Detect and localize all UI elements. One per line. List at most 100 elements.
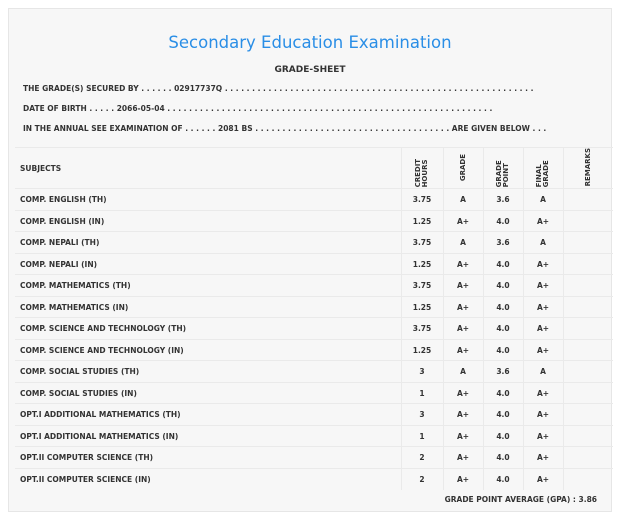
grade-point-cell: 4.0 — [482, 317, 523, 340]
table-row: COMP. NEPALI (TH) 3.75 A 3.6 A — [15, 231, 613, 254]
final-grade-cell: A+ — [522, 338, 563, 361]
grade-cell: A+ — [442, 403, 483, 426]
remarks-cell — [562, 403, 613, 426]
subject-cell: COMP. ENGLISH (TH) — [15, 188, 401, 211]
remarks-cell — [562, 295, 613, 318]
remarks-cell — [562, 424, 613, 447]
final-grade-cell: A — [522, 231, 563, 254]
dots: . . . . . . . . . . . . . . . . . . . . … — [224, 84, 534, 93]
credit-hours-cell: 3.75 — [400, 274, 443, 297]
dots: . . . . . . . . . . . . . . . . . . . . … — [255, 124, 547, 133]
header-remarks: REMARKS — [583, 148, 592, 187]
grade-point-cell: 3.6 — [482, 188, 523, 211]
remarks-cell — [562, 274, 613, 297]
grade-point-cell: 4.0 — [482, 274, 523, 297]
table-row: COMP. ENGLISH (IN) 1.25 A+ 4.0 A+ — [15, 209, 613, 232]
grade-cell: A — [442, 231, 483, 254]
credit-hours-cell: 1.25 — [400, 252, 443, 275]
subject-cell: OPT.II COMPUTER SCIENCE (IN) — [15, 467, 401, 490]
exam-line: IN THE ANNUAL SEE EXAMINATION OF . . . .… — [23, 124, 546, 133]
remarks-cell — [562, 446, 613, 469]
grade-cell: A+ — [442, 295, 483, 318]
credit-hours-cell: 1.25 — [400, 209, 443, 232]
table-row: COMP. SCIENCE AND TECHNOLOGY (TH) 3.75 A+ 4… — [15, 317, 613, 340]
grade-point-cell: 4.0 — [482, 338, 523, 361]
header-subjects: SUBJECTS — [15, 146, 401, 189]
subject-cell: OPT.II COMPUTER SCIENCE (TH) — [15, 446, 401, 469]
table-row: OPT.II COMPUTER SCIENCE (IN) 2 A+ 4.0 A+ — [15, 467, 613, 490]
subject-cell: COMP. MATHEMATICS (IN) — [15, 295, 401, 318]
credit-hours-cell: 2 — [400, 467, 443, 490]
header-grade: GRADE — [458, 153, 467, 181]
table-row: COMP. SOCIAL STUDIES (TH) 3 A 3.6 A — [15, 360, 613, 383]
credit-hours-cell: 3.75 — [400, 317, 443, 340]
final-grade-cell: A — [522, 188, 563, 211]
credit-hours-cell: 3.75 — [400, 188, 443, 211]
grade-point-cell: 4.0 — [482, 381, 523, 404]
grade-sheet: Secondary Education Examination GRADE-SH… — [8, 8, 613, 512]
subtitle: GRADE-SHEET — [274, 65, 346, 75]
symbol-number: 02917737Q — [174, 84, 223, 93]
table-row: COMP. NEPALI (IN) 1.25 A+ 4.0 A+ — [15, 252, 613, 275]
subject-cell: COMP. MATHEMATICS (TH) — [15, 274, 401, 297]
table-row: OPT.II COMPUTER SCIENCE (TH) 2 A+ 4.0 A+ — [15, 446, 613, 469]
remarks-cell — [562, 381, 613, 404]
grade-cell: A — [442, 188, 483, 211]
subject-cell: COMP. NEPALI (TH) — [15, 231, 401, 254]
final-grade-cell: A+ — [522, 424, 563, 447]
final-grade-cell: A+ — [522, 381, 563, 404]
table-row: OPT.I ADDITIONAL MATHEMATICS (IN) 1 A+ 4.0 A… — [15, 424, 613, 447]
header-credit-hours: CREDIT HOURS — [414, 158, 429, 188]
credit-hours-cell: 1.25 — [400, 295, 443, 318]
page-title: Secondary Education Examination — [168, 33, 452, 52]
table-row: OPT.I ADDITIONAL MATHEMATICS (TH) 3 A+ 4.0 A… — [15, 403, 613, 426]
grade-point-cell: 3.6 — [482, 231, 523, 254]
final-grade-cell: A+ — [522, 317, 563, 340]
dob-label: DATE OF BIRTH . . . . . — [23, 104, 115, 113]
grade-point-cell: 4.0 — [482, 252, 523, 275]
subject-cell: COMP. SCIENCE AND TECHNOLOGY (TH) — [15, 317, 401, 340]
subject-cell: OPT.I ADDITIONAL MATHEMATICS (TH) — [15, 403, 401, 426]
final-grade-cell: A — [522, 360, 563, 383]
grade-point-cell: 4.0 — [482, 467, 523, 490]
secured-by-line: THE GRADE(S) SECURED BY . . . . . . 0291… — [23, 84, 533, 93]
grade-cell: A+ — [442, 381, 483, 404]
credit-hours-cell: 1 — [400, 381, 443, 404]
credit-hours-cell: 1 — [400, 424, 443, 447]
remarks-cell — [562, 231, 613, 254]
remarks-cell — [562, 360, 613, 383]
gpa-summary: GRADE POINT AVERAGE (GPA) : 3.86 — [444, 495, 597, 504]
grade-point-cell: 4.0 — [482, 424, 523, 447]
grade-cell: A+ — [442, 424, 483, 447]
final-grade-cell: A+ — [522, 209, 563, 232]
credit-hours-cell: 1.25 — [400, 338, 443, 361]
secured-by-label: THE GRADE(S) SECURED BY . . . . . . — [23, 84, 172, 93]
remarks-cell — [562, 209, 613, 232]
exam-year: 2081 BS — [218, 124, 253, 133]
subject-cell: COMP. SOCIAL STUDIES (IN) — [15, 381, 401, 404]
dob-line: DATE OF BIRTH . . . . . 2066-05-04 . . .… — [23, 104, 492, 113]
remarks-cell — [562, 317, 613, 340]
grade-point-cell: 4.0 — [482, 209, 523, 232]
table-row: COMP. MATHEMATICS (TH) 3.75 A+ 4.0 A+ — [15, 274, 613, 297]
final-grade-cell: A+ — [522, 274, 563, 297]
table-row: COMP. ENGLISH (TH) 3.75 A 3.6 A — [15, 188, 613, 211]
grade-cell: A+ — [442, 317, 483, 340]
grade-cell: A+ — [442, 338, 483, 361]
grade-point-cell: 4.0 — [482, 295, 523, 318]
subject-cell: COMP. NEPALI (IN) — [15, 252, 401, 275]
final-grade-cell: A+ — [522, 467, 563, 490]
remarks-cell — [562, 252, 613, 275]
grade-point-cell: 4.0 — [482, 446, 523, 469]
grades-table: SUBJECTS CREDIT HOURS GRADE GRADE POINT … — [15, 146, 613, 490]
final-grade-cell: A+ — [522, 252, 563, 275]
credit-hours-cell: 3 — [400, 360, 443, 383]
grade-point-cell: 3.6 — [482, 360, 523, 383]
subject-cell: OPT.I ADDITIONAL MATHEMATICS (IN) — [15, 424, 401, 447]
dots: . . . . . . . . . . . . . . . . . . . . … — [167, 104, 493, 113]
final-grade-cell: A+ — [522, 403, 563, 426]
grade-cell: A+ — [442, 467, 483, 490]
table-header: SUBJECTS CREDIT HOURS GRADE GRADE POINT … — [15, 146, 613, 189]
grade-cell: A+ — [442, 274, 483, 297]
grade-point-cell: 4.0 — [482, 403, 523, 426]
